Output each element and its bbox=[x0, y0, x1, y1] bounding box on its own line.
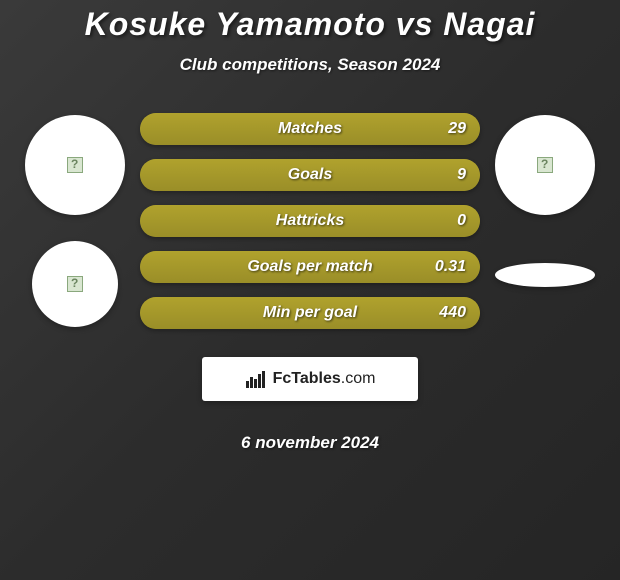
stat-label: Matches bbox=[278, 120, 342, 138]
stat-value: 29 bbox=[448, 120, 466, 138]
page-title: Kosuke Yamamoto vs Nagai bbox=[85, 6, 536, 43]
page-subtitle: Club competitions, Season 2024 bbox=[180, 55, 441, 75]
date-text: 6 november 2024 bbox=[241, 433, 379, 453]
broken-image-icon bbox=[67, 157, 83, 173]
stat-row-goals-per-match: Goals per match 0.31 bbox=[140, 251, 480, 283]
bars-icon bbox=[245, 369, 267, 389]
logo-text: FcTables.com bbox=[273, 370, 376, 388]
stat-value: 0.31 bbox=[435, 258, 466, 276]
stat-label: Min per goal bbox=[263, 304, 357, 322]
stat-row-goals: Goals 9 bbox=[140, 159, 480, 191]
stat-label: Goals bbox=[288, 166, 332, 184]
stat-label: Hattricks bbox=[276, 212, 344, 230]
broken-image-icon bbox=[537, 157, 553, 173]
player1-avatar bbox=[25, 115, 125, 215]
stat-row-hattricks: Hattricks 0 bbox=[140, 205, 480, 237]
stat-label: Goals per match bbox=[247, 258, 372, 276]
stat-row-min-per-goal: Min per goal 440 bbox=[140, 297, 480, 329]
main-row: Matches 29 Goals 9 Hattricks 0 Goals per… bbox=[0, 113, 620, 453]
player2-avatar bbox=[495, 115, 595, 215]
stats-column: Matches 29 Goals 9 Hattricks 0 Goals per… bbox=[135, 113, 485, 453]
site-logo: FcTables.com bbox=[202, 357, 418, 401]
player2-club-shape bbox=[495, 263, 595, 287]
stat-value: 440 bbox=[439, 304, 466, 322]
stat-row-matches: Matches 29 bbox=[140, 113, 480, 145]
player1-club-logo bbox=[32, 241, 118, 327]
broken-image-icon bbox=[67, 276, 83, 292]
stat-value: 9 bbox=[457, 166, 466, 184]
stat-value: 0 bbox=[457, 212, 466, 230]
content-wrapper: Kosuke Yamamoto vs Nagai Club competitio… bbox=[0, 0, 620, 580]
left-side bbox=[15, 113, 135, 327]
right-side bbox=[485, 113, 605, 287]
